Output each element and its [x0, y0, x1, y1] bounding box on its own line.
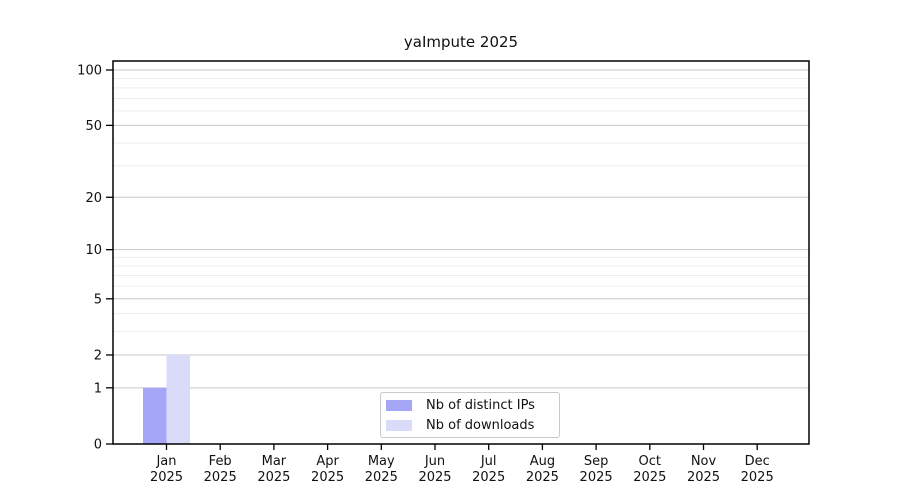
x-tick-label-year: 2025 [311, 470, 344, 485]
legend-item-distinct-ips: Nb of distinct IPs [386, 395, 553, 415]
x-tick-label-year: 2025 [204, 470, 237, 485]
legend-item-downloads: Nb of downloads [386, 415, 553, 435]
y-tick-label: 2 [94, 349, 102, 364]
bar-downloads [166, 354, 190, 444]
x-tick-label-year: 2025 [526, 470, 559, 485]
axis-frame [112, 60, 810, 445]
x-tick-label-month: Nov [691, 454, 717, 469]
x-tick-label-year: 2025 [472, 470, 505, 485]
x-tick-label-year: 2025 [580, 470, 613, 485]
legend-label-downloads: Nb of downloads [426, 417, 535, 433]
legend-swatch-distinct-ips [386, 399, 412, 411]
y-tick-label: 0 [94, 438, 102, 453]
x-tick-label-year: 2025 [257, 470, 290, 485]
x-tick-label-year: 2025 [150, 470, 183, 485]
x-tick-label-year: 2025 [741, 470, 774, 485]
y-tick-label: 1 [94, 381, 102, 396]
bar-distinct-ips [143, 387, 167, 444]
legend: Nb of distinct IPs Nb of downloads [380, 392, 560, 438]
x-tick-label-month: May [368, 454, 395, 469]
y-tick-label: 10 [85, 243, 102, 258]
x-tick-label-month: Dec [745, 454, 770, 469]
x-tick-label-month: Jun [424, 454, 445, 469]
y-tick-label: 20 [85, 191, 102, 206]
x-tick-label-month: Oct [639, 454, 661, 469]
y-tick-label: 100 [77, 64, 102, 79]
legend-label-distinct-ips: Nb of distinct IPs [426, 397, 535, 413]
x-tick-label-year: 2025 [365, 470, 398, 485]
x-tick-label-month: Sep [584, 454, 609, 469]
x-tick-label-month: Aug [530, 454, 555, 469]
legend-swatch-downloads [386, 419, 412, 431]
x-tick-label-month: Apr [316, 454, 339, 469]
x-tick-label-month: Feb [209, 454, 232, 469]
chart-title: yaImpute 2025 [403, 33, 519, 51]
x-tick-label-year: 2025 [418, 470, 451, 485]
y-tick-label: 5 [94, 292, 102, 307]
x-tick-label-month: Jan [155, 454, 176, 469]
y-tick-label: 50 [85, 119, 102, 134]
x-tick-label-year: 2025 [633, 470, 666, 485]
x-tick-label-month: Mar [262, 454, 287, 469]
x-tick-label-year: 2025 [687, 470, 720, 485]
x-tick-label-month: Jul [480, 454, 497, 469]
